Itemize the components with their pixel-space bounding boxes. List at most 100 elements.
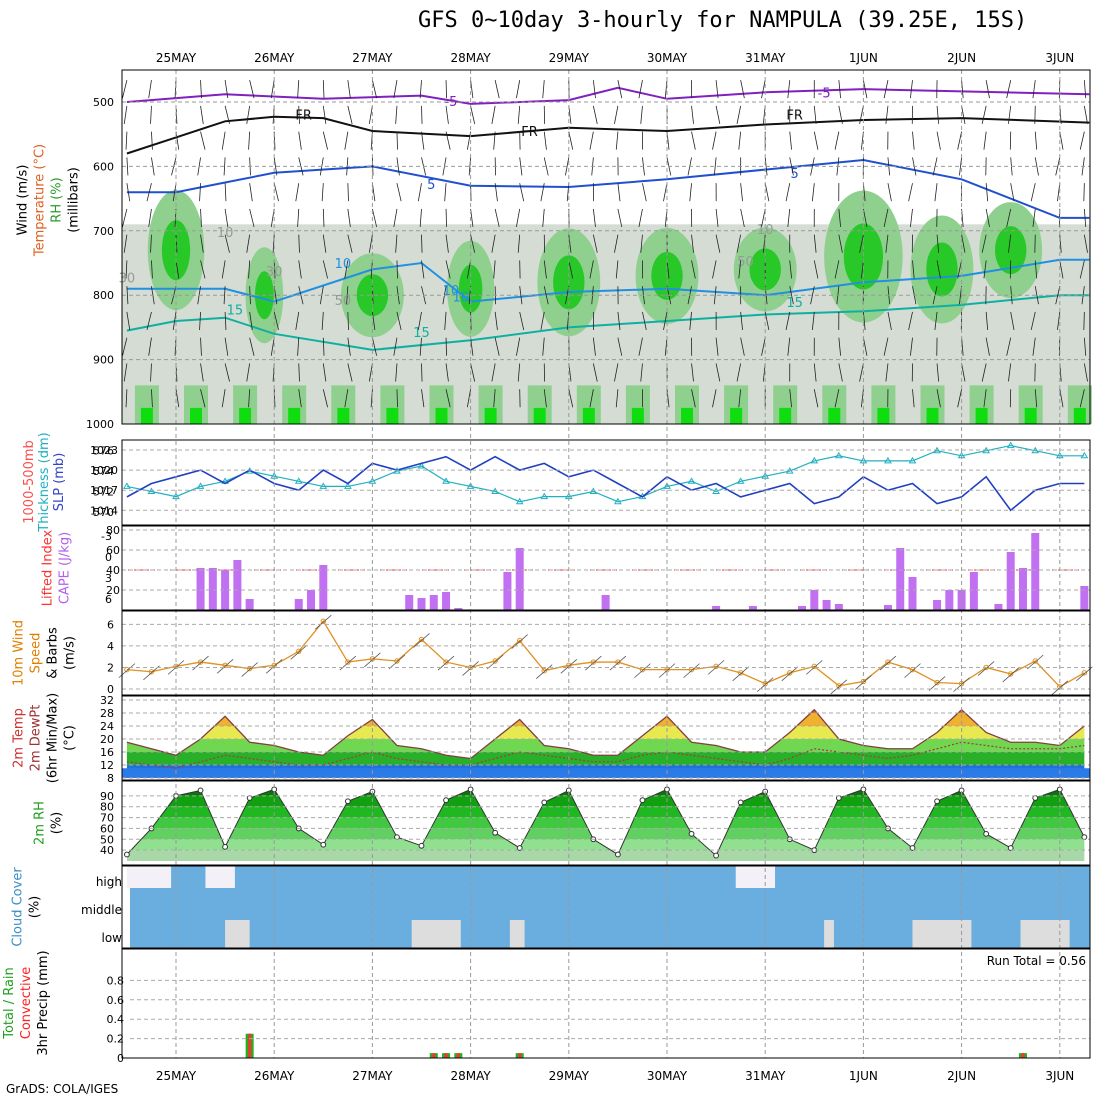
wind-barb [1059,260,1064,279]
cape-bar [822,600,831,610]
wind-barb [592,105,598,124]
precip-tick-label: 0.4 [107,1013,125,1026]
wind-barb [738,131,742,150]
date-label-bottom: 25MAY [156,1069,197,1083]
wind-barb [200,260,206,279]
contour-5 [126,158,1090,219]
wind-barb [860,260,864,279]
rh-marker [541,799,548,806]
contour-label: FR [295,108,312,123]
precip-convective-bar [1021,1053,1025,1058]
wind-speed-marker [517,637,523,644]
cape-bar [969,572,978,610]
wind-barb [221,389,226,408]
wind-barb [246,234,251,253]
wind-barb-10m [241,662,258,677]
precip-convective-bar [248,1033,252,1058]
thickness-marker [123,482,131,489]
wind-barb [172,311,177,331]
date-label-bottom: 27MAY [352,1069,393,1083]
slp-tick-label: 1017 [90,484,118,497]
wind-barb [372,311,376,331]
temp-tick-label: 8 [107,772,114,785]
cape-bar [798,606,807,610]
cape-bar [748,606,757,610]
wind-barb [150,363,152,382]
wind-barb [272,234,275,253]
wind-barb [125,260,128,279]
wind-barb [1032,80,1036,99]
wind-barb [517,105,521,124]
wind-barb-10m [683,663,700,678]
wind-barb [543,389,547,408]
wind-barb [200,389,206,408]
wind-barb [347,337,351,356]
wind-barb [126,157,129,176]
wind-barb [787,337,791,356]
wind-barb [640,234,643,253]
temp-tick-label: 16 [100,746,114,759]
wind-barb [789,260,792,279]
rh-tick-label: 90 [100,790,114,803]
lifted-index-tick: 6 [105,593,112,606]
wind-barb [395,105,398,124]
cape-bar [601,595,610,610]
wind-speed-marker [909,666,916,673]
low-cloud-block [225,920,250,948]
cape-bar [442,592,451,610]
rh-marker [688,830,695,837]
wind-barb [810,157,815,176]
thickness-marker [834,451,843,459]
rh-saturated-area [994,226,1027,275]
wind-barb [368,234,373,253]
wind-barb [936,105,940,124]
wind-barb [298,363,300,382]
wind-speed-marker [615,659,621,665]
precip-convective-bar [432,1053,436,1058]
wind-barb [715,234,721,253]
thickness-marker [515,497,524,505]
wind-barb-10m [388,654,406,670]
wind-barb [936,363,940,382]
wind-barb [1059,234,1062,253]
wind-speed-marker [737,670,744,676]
wind-barb [908,183,913,202]
wind-barb [961,363,966,382]
date-label-top: 26MAY [254,51,295,65]
wind-barb [347,234,353,253]
wind-barb [543,260,547,279]
wind-barb [589,131,594,150]
high-cloud-block [205,866,235,888]
wind-barb [762,234,766,253]
wind-barb [789,131,792,150]
wind-barb-10m [1026,654,1044,670]
wind-barb [372,157,374,176]
panel-side-label: 10m Wind [12,620,27,686]
wind-barb [421,260,425,279]
wind-barb [981,363,987,382]
rh-lower-saturated [386,407,399,424]
date-label-bottom: 29MAY [549,1069,590,1083]
wind-barb [542,337,545,356]
wind-barb [466,389,471,408]
wind-barb [200,337,202,356]
contour-label: 30 [119,271,136,286]
rh-lower-saturated [484,407,497,424]
temp-band [126,726,1085,739]
wind-barb [295,311,300,331]
wind-barb [785,311,791,331]
wind-barb [298,105,300,124]
wind-barb [344,260,349,279]
wind-barb [122,80,128,99]
wind-barb [321,183,324,202]
wind-barb [863,311,866,330]
wind-barb [691,105,694,124]
wind-barb [224,80,229,99]
wind-barb [1055,157,1061,176]
wind-barb [200,234,204,253]
thickness-marker [663,482,671,489]
wind-barb [372,183,376,202]
wind-barb [740,183,743,202]
wind-barb-10m [830,679,848,695]
thickness-tick-label: 570 [93,506,114,519]
